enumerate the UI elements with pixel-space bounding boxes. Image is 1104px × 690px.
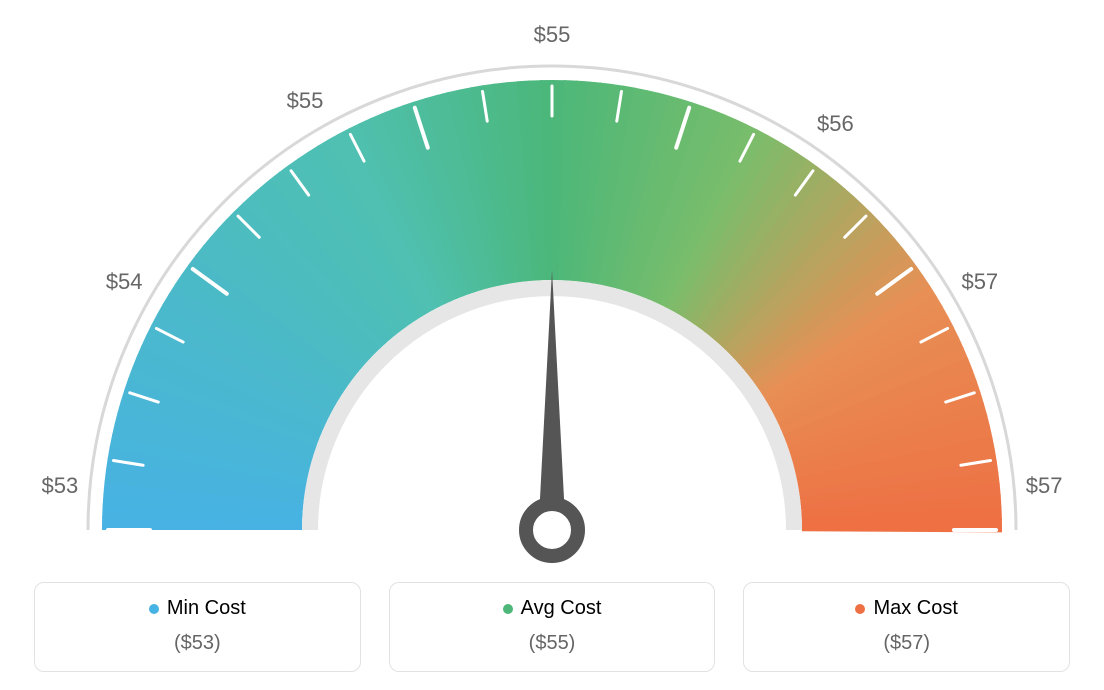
svg-text:$57: $57	[1026, 473, 1062, 498]
legend-label-max: Max Cost	[873, 597, 957, 620]
legend-card-max: Max Cost ($57)	[743, 582, 1070, 672]
legend-row: Min Cost ($53) Avg Cost ($55) Max Cost (…	[0, 582, 1104, 672]
legend-value-min: ($53)	[35, 632, 360, 655]
gauge-chart: $53 $54 $55 $55 $56 $57 $57	[42, 10, 1062, 570]
svg-text:$54: $54	[106, 269, 143, 294]
svg-text:$56: $56	[817, 111, 854, 136]
legend-title-avg: Avg Cost	[503, 597, 602, 620]
svg-text:$55: $55	[534, 22, 571, 47]
legend-card-avg: Avg Cost ($55)	[389, 582, 716, 672]
svg-text:$53: $53	[42, 473, 78, 498]
legend-title-min: Min Cost	[149, 597, 246, 620]
legend-title-max: Max Cost	[855, 597, 957, 620]
legend-dot-avg	[503, 604, 513, 614]
gauge-svg: $53 $54 $55 $55 $56 $57 $57	[42, 10, 1062, 570]
legend-card-min: Min Cost ($53)	[34, 582, 361, 672]
legend-value-avg: ($55)	[390, 632, 715, 655]
legend-value-max: ($57)	[744, 632, 1069, 655]
legend-label-min: Min Cost	[167, 597, 246, 620]
legend-dot-min	[149, 604, 159, 614]
legend-label-avg: Avg Cost	[521, 597, 602, 620]
svg-text:$57: $57	[961, 269, 998, 294]
svg-text:$55: $55	[287, 88, 324, 113]
legend-dot-max	[855, 604, 865, 614]
